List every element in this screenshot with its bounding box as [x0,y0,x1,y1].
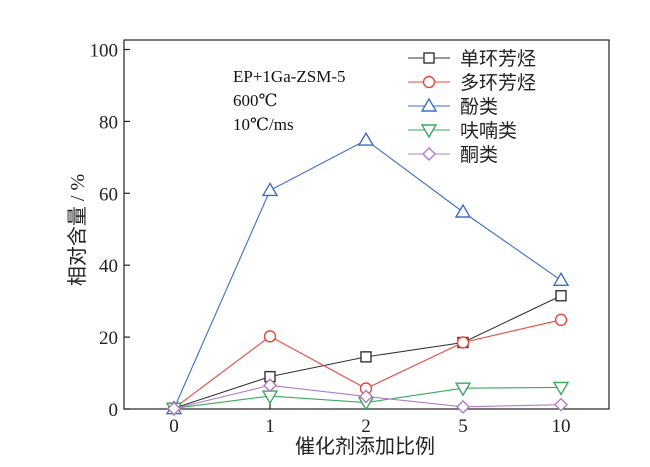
data-point-marker [263,378,277,393]
y-axis-label: 相对含量 / % [66,174,89,286]
series-line [173,139,562,409]
series-group [165,131,570,417]
legend-item: 酚类 [408,96,498,118]
data-point-marker [554,313,568,327]
y-axis-ticks: 0 20 40 60 80 100 [90,41,130,421]
series-5 [167,378,568,416]
y-tick-label: 100 [90,41,119,62]
legend-item: 单环芳烃 [408,48,536,70]
data-point-marker [454,382,472,397]
data-point-marker [456,399,470,414]
series-3 [165,131,570,415]
data-point-marker [167,401,181,416]
x-tick-label: 1 [265,416,275,437]
data-point-marker [263,330,277,343]
legend-item: 多环芳烃 [408,72,536,94]
x-axis-label: 催化剂添加比例 [295,435,435,458]
legend-label: 酮类 [460,144,498,166]
legend-label: 多环芳烃 [460,72,536,94]
legend-item: 呋喃类 [408,120,517,142]
legend-marker [420,97,438,112]
legend-marker [422,147,436,161]
data-point-marker [554,397,568,412]
annotation-temperature: 600℃ [233,91,278,110]
x-tick-label: 0 [169,416,179,437]
data-point-marker [360,351,372,363]
y-tick-label: 60 [99,184,118,205]
y-tick-label: 80 [99,112,118,133]
y-tick-label: 0 [109,400,119,421]
annotation-catalyst: EP+1Ga-ZSM-5 [233,67,346,86]
legend-marker [423,52,435,64]
legend-label: 单环芳烃 [460,48,536,70]
data-point-marker [359,389,373,404]
legend-label: 酚类 [460,96,498,118]
legend-marker [420,124,438,139]
data-point-marker [552,271,570,286]
legend-marker [422,75,436,89]
x-axis-ticks: 0 1 2 5 10 [169,403,571,437]
data-point-marker [357,131,375,146]
x-tick-label: 10 [552,416,571,437]
x-tick-label: 5 [458,416,468,437]
data-point-marker [261,182,279,197]
data-point-marker [456,336,470,349]
annotation-heating-rate: 10℃/ms [233,115,294,134]
y-tick-label: 40 [99,256,118,277]
x-tick-label: 2 [361,416,371,437]
annotation-block: EP+1Ga-ZSM-5 600℃ 10℃/ms [233,67,346,134]
legend-item: 酮类 [408,144,498,166]
data-point-marker [454,203,472,218]
legend-label: 呋喃类 [460,120,517,142]
data-point-marker [552,381,570,396]
y-tick-label: 20 [99,328,118,349]
data-point-marker [555,290,567,302]
